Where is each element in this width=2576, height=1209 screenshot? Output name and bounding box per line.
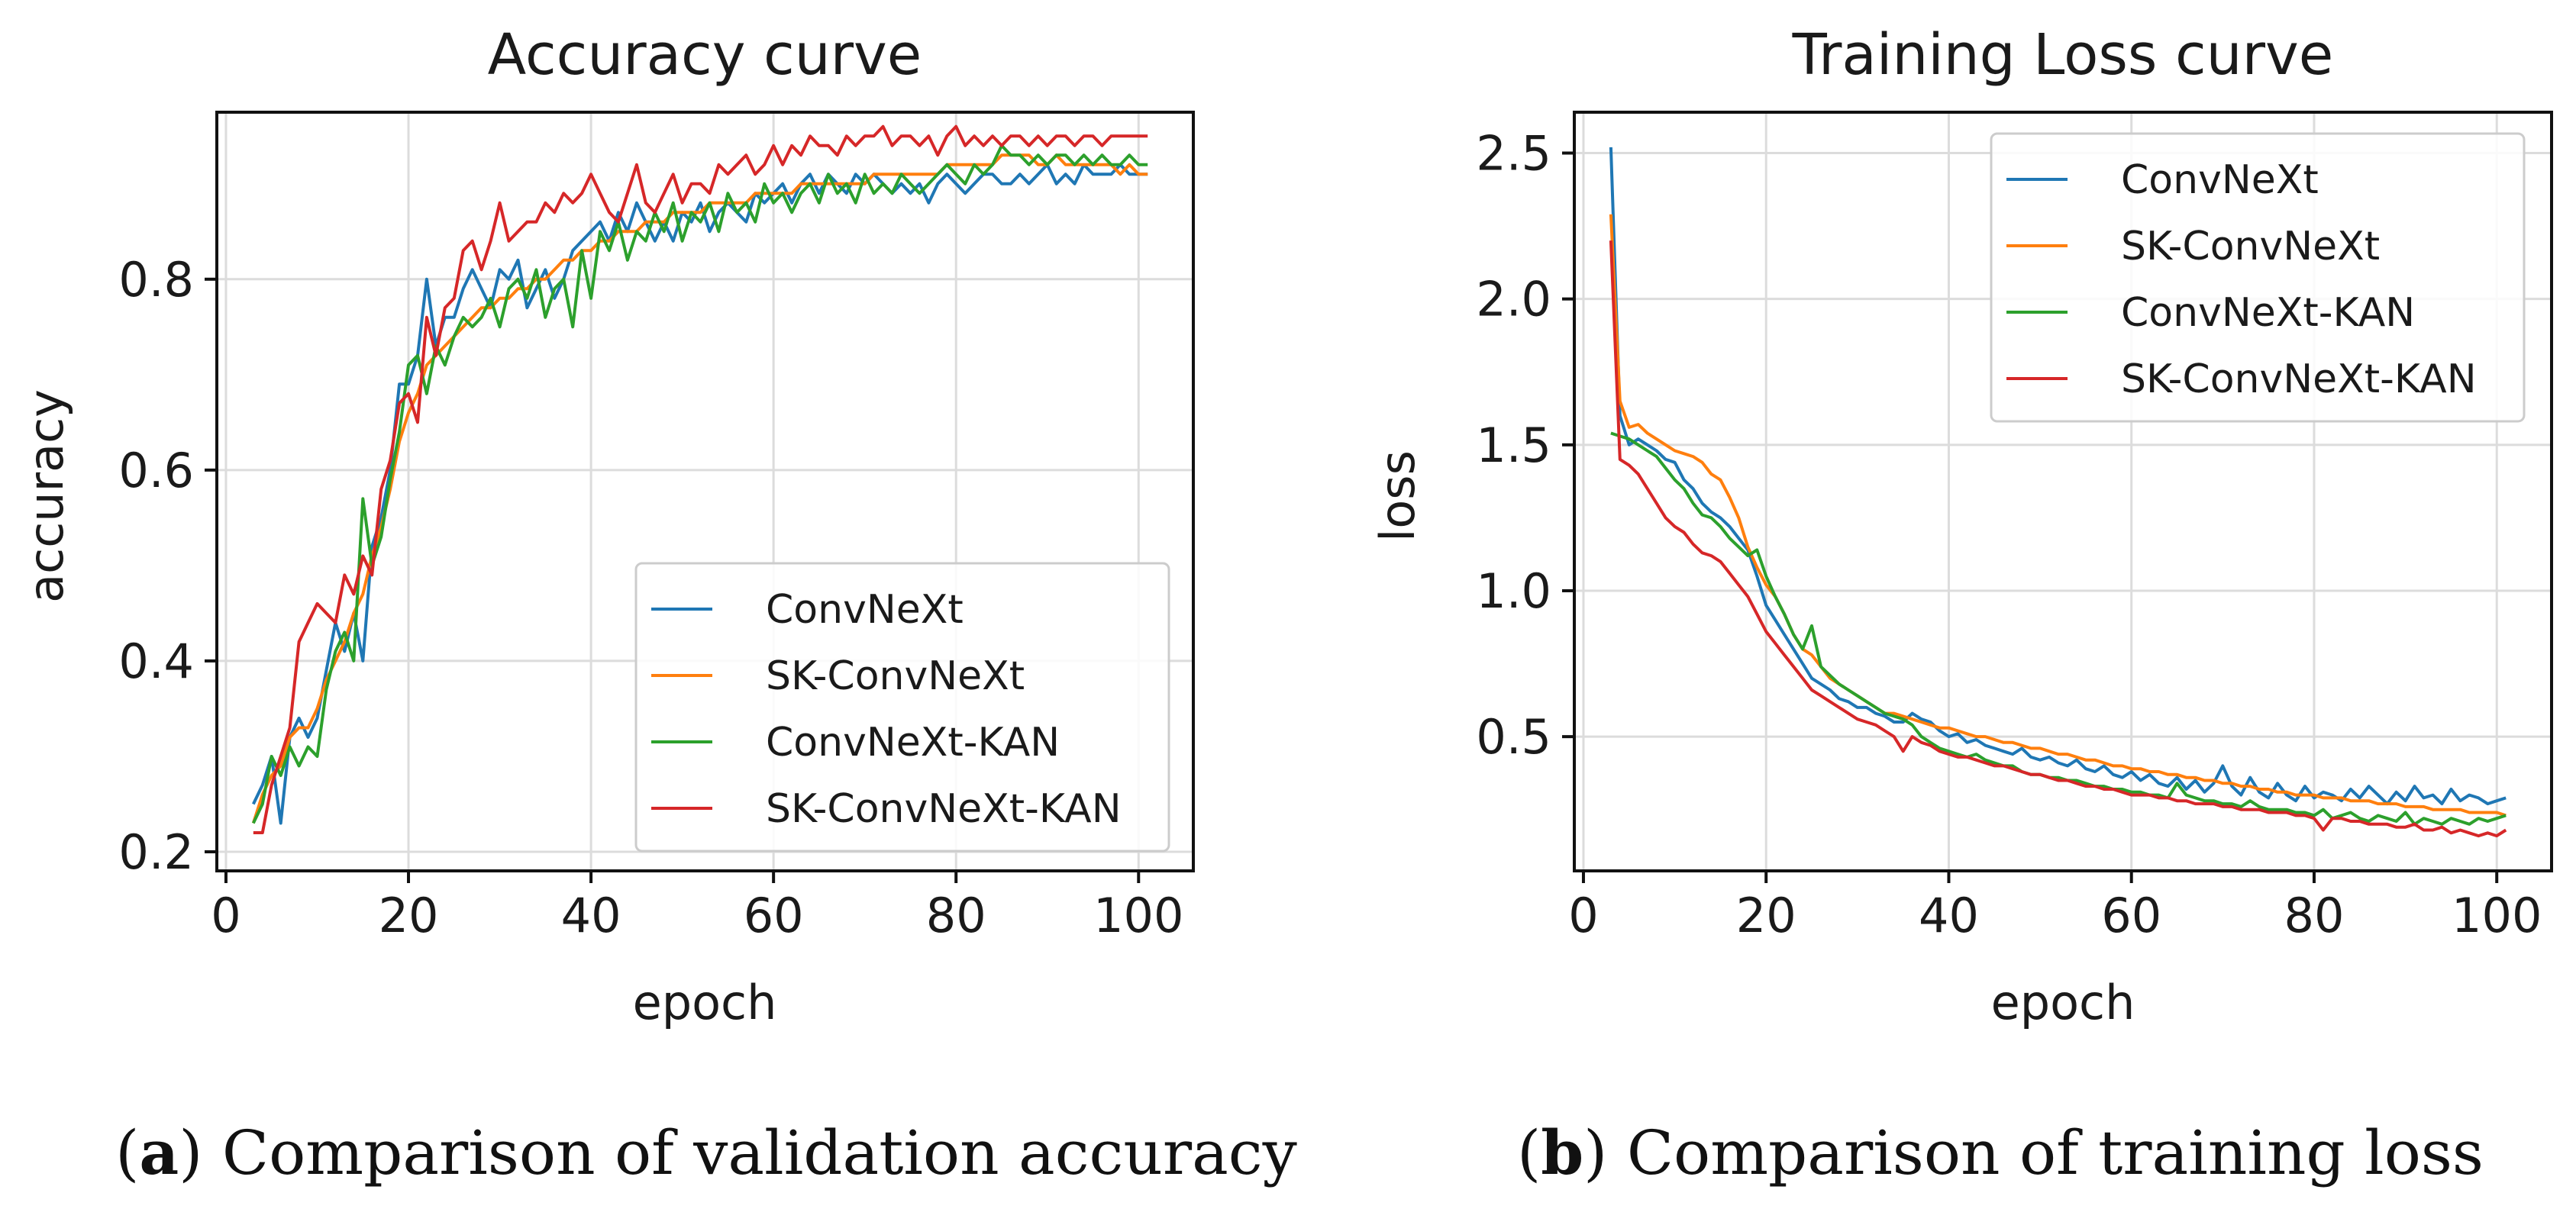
accuracy-series-line-convnext: [251, 163, 1148, 825]
loss-x-tick-label: 20: [1736, 888, 1796, 943]
loss-legend-label: ConvNeXt-KAN: [2121, 290, 2415, 336]
accuracy-chart: 0 20 40 60 80 100 0.2 0.4 0.6 0.8 Accuracy curve…: [18, 22, 1195, 1030]
loss-y-tick-label: 2.0: [1476, 272, 1551, 327]
caption-a-text: Comparison of validation accuracy: [222, 1117, 1297, 1188]
accuracy-series-line-sk-convnext: [251, 153, 1148, 824]
loss-series-line-convnext-kan: [1610, 431, 2507, 826]
accuracy-title: Accuracy curve: [488, 22, 922, 88]
accuracy-y-tick-label: 0.8: [118, 252, 194, 308]
loss-x-tick-label: 60: [2101, 888, 2161, 943]
caption-b-label: b: [1541, 1117, 1583, 1188]
caption-a: (a) Comparison of validation accuracy: [115, 1117, 1297, 1188]
loss-legend-label: SK-ConvNeXt-KAN: [2121, 356, 2477, 402]
loss-chart: 0 20 40 60 80 100 0.5 1.0 1.5 2.0 2.5 Training Lo…: [1370, 22, 2553, 1030]
accuracy-x-tick-label: 60: [744, 888, 804, 943]
accuracy-x-ticks: 0 20 40 60 80 100: [211, 871, 1183, 943]
accuracy-series-line-sk-convnext-kan: [253, 124, 1148, 834]
loss-legend-label: ConvNeXt: [2121, 157, 2319, 203]
accuracy-legend-label: ConvNeXt-KAN: [766, 720, 1060, 766]
loss-y-tick-label: 1.0: [1476, 563, 1551, 619]
loss-y-tick-label: 1.5: [1476, 418, 1551, 473]
accuracy-y-ticks: 0.2 0.4 0.6 0.8: [118, 252, 217, 880]
loss-x-ticks: 0 20 40 60 80 100: [1568, 871, 2542, 943]
loss-legend-box: [1990, 132, 2526, 423]
accuracy-y-tick-label: 0.2: [118, 824, 194, 880]
loss-legend-label: SK-ConvNeXt: [2121, 224, 2380, 269]
loss-y-tick-label: 2.5: [1476, 126, 1551, 182]
caption-a-label: a: [139, 1117, 179, 1188]
loss-series-line-convnext: [1609, 147, 2507, 806]
loss-title: Training Loss curve: [1792, 22, 2334, 88]
loss-series-line-sk-convnext-kan: [1609, 240, 2507, 838]
accuracy-legend-label: SK-ConvNeXt: [766, 653, 1025, 699]
caption-b-text: Comparison of training loss: [1627, 1117, 2484, 1188]
loss-plot-frame: [1573, 111, 2553, 872]
accuracy-y-label: accuracy: [18, 389, 74, 603]
loss-x-tick-label: 40: [1919, 888, 1979, 943]
loss-series: [1609, 147, 2507, 838]
loss-y-ticks: 0.5 1.0 1.5 2.0 2.5: [1476, 126, 1574, 765]
accuracy-x-label: epoch: [633, 975, 777, 1030]
loss-x-label: epoch: [1991, 975, 2135, 1030]
accuracy-x-tick-label: 20: [379, 888, 439, 943]
accuracy-y-tick-label: 0.4: [118, 634, 194, 689]
loss-x-tick-label: 0: [1568, 888, 1598, 943]
accuracy-x-tick-label: 40: [561, 888, 621, 943]
accuracy-legend: ConvNeXt SK-ConvNeXt ConvNeXt-KAN SK-ConvNe…: [634, 562, 1170, 853]
accuracy-series: [251, 124, 1148, 834]
accuracy-legend-box: [634, 562, 1170, 853]
accuracy-plot-frame: [215, 111, 1195, 872]
accuracy-legend-label: SK-ConvNeXt-KAN: [766, 786, 1122, 832]
accuracy-x-tick-label: 80: [926, 888, 986, 943]
caption-b: (b) Comparison of training loss: [1517, 1117, 2484, 1188]
accuracy-y-tick-label: 0.6: [118, 443, 194, 498]
accuracy-legend-label: ConvNeXt: [766, 587, 964, 633]
accuracy-series-line-convnext-kan: [251, 143, 1148, 824]
loss-x-tick-label: 80: [2284, 888, 2345, 943]
loss-y-tick-label: 0.5: [1476, 709, 1551, 765]
loss-y-label: loss: [1370, 450, 1425, 542]
accuracy-x-tick-label: 0: [211, 888, 240, 943]
loss-series-line-sk-convnext: [1609, 214, 2507, 817]
loss-legend: ConvNeXt SK-ConvNeXt ConvNeXt-KAN SK-ConvNe…: [1990, 132, 2526, 423]
accuracy-x-tick-label: 100: [1093, 888, 1183, 943]
loss-x-tick-label: 100: [2452, 888, 2542, 943]
